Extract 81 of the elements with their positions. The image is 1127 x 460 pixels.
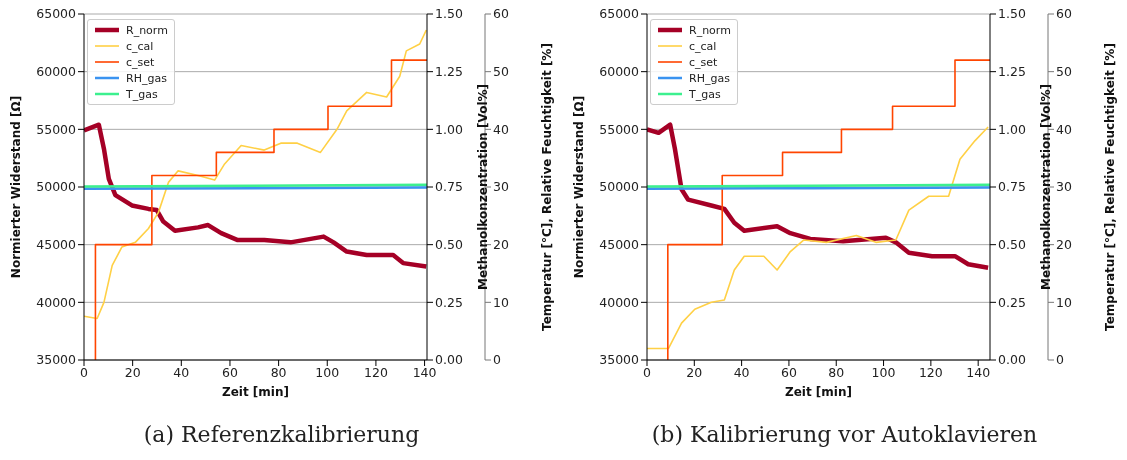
y3-tick-label: 40: [493, 121, 509, 137]
legend-label: R_norm: [689, 23, 731, 37]
y3-tick-label: 0: [493, 352, 501, 368]
y2-tick-label: 1.25: [998, 64, 1026, 80]
y-tick-label: 60000: [599, 64, 640, 80]
line-series: [647, 126, 989, 350]
y-tick-label: 50000: [36, 179, 77, 195]
y-tick-label: 65000: [599, 6, 640, 22]
x-tick-label: 40: [173, 364, 190, 380]
legend-label: c_set: [126, 55, 155, 69]
x-tick-label: 0: [643, 364, 652, 380]
y3-tick-label: 10: [1056, 294, 1072, 310]
legend-label: R_norm: [126, 23, 168, 37]
y3-tick-label: 0: [1056, 352, 1064, 368]
y2-tick-label: 1.00: [435, 121, 463, 137]
y2-tick-label: 1.50: [435, 6, 463, 22]
y-tick-label: 40000: [599, 294, 640, 310]
y-axis-title: Normierter Widerstand [Ω]: [9, 95, 24, 279]
x-tick-label: 80: [828, 364, 845, 380]
x-tick-label: 0: [80, 364, 89, 380]
legend-label: c_cal: [126, 39, 154, 53]
x-tick-label: 100: [871, 364, 896, 380]
text: (a) Referenzkalibrierung: [142, 422, 421, 447]
y2-tick-label: 0.75: [998, 179, 1026, 195]
y-tick-label: 50000: [599, 179, 640, 195]
y3-tick-label: 20: [493, 237, 509, 253]
y2-tick-label: 0.25: [998, 294, 1026, 310]
y3-tick-label: 60: [1056, 6, 1072, 22]
y3-tick-label: 20: [1056, 237, 1072, 253]
x-tick-label: 20: [686, 364, 703, 380]
x-tick-label: 140: [966, 364, 991, 380]
y-axis-title: Normierter Widerstand [Ω]: [572, 95, 587, 279]
y-tick-label: 55000: [36, 121, 77, 137]
y-tick-label: 60000: [36, 64, 77, 80]
y-tick-label: 35000: [36, 352, 77, 368]
y3-axis-title: Temperatur [°C], Relative Feuchtigkeit [%]: [1103, 43, 1118, 331]
y-tick-label: 55000: [599, 121, 640, 137]
legend-label: T_gas: [126, 87, 158, 101]
x-tick-label: 40: [733, 364, 750, 380]
x-axis-title: Zeit [min]: [222, 385, 289, 399]
y3-tick-label: 30: [493, 179, 509, 195]
y3-tick-label: 10: [493, 294, 509, 310]
y-tick-label: 65000: [36, 6, 77, 22]
y3-tick-label: 30: [1056, 179, 1072, 195]
legend-label: T_gas: [689, 87, 721, 101]
x-tick-label: 100: [315, 364, 340, 380]
line-series: [84, 122, 427, 269]
y2-axis-title: Methanolkonzentration [Vol%]: [476, 83, 491, 291]
y-tick-label: 45000: [36, 237, 77, 253]
y-tick-label: 35000: [599, 352, 640, 368]
x-tick-label: 60: [222, 364, 238, 380]
y3-tick-label: 40: [1056, 121, 1072, 137]
x-tick-label: 20: [124, 364, 141, 380]
y2-tick-label: 0.00: [998, 352, 1026, 368]
y2-axis-title: Methanolkonzentration [Vol%]: [1039, 83, 1054, 291]
y2-tick-label: 0.00: [435, 352, 463, 368]
y2-tick-label: 1.25: [435, 64, 463, 80]
legend-label: c_set: [689, 55, 718, 69]
y2-tick-label: 0.50: [998, 237, 1026, 253]
x-tick-label: 120: [918, 364, 943, 380]
y-tick-label: 45000: [599, 237, 640, 253]
y2-tick-label: 0.25: [435, 294, 463, 310]
y2-tick-label: 0.75: [435, 179, 463, 195]
x-tick-label: 80: [270, 364, 287, 380]
text: (b) Kalibrierung vor Autoklavieren: [650, 422, 1039, 447]
line-series: [647, 122, 990, 270]
x-axis-title: Zeit [min]: [785, 385, 852, 399]
y2-tick-label: 0.50: [435, 237, 463, 253]
y3-tick-label: 50: [1056, 64, 1072, 80]
x-tick-label: 120: [363, 364, 388, 380]
x-tick-label: 140: [412, 364, 437, 380]
legend-label: RH_gas: [689, 71, 730, 85]
y3-axis-title: Temperatur [°C], Relative Feuchtigkeit [%]: [540, 43, 555, 331]
legend-label: RH_gas: [126, 71, 167, 85]
y-tick-label: 40000: [36, 294, 77, 310]
x-tick-label: 60: [780, 364, 797, 380]
y2-tick-label: 1.50: [998, 6, 1026, 22]
legend-label: c_cal: [689, 39, 717, 53]
y2-tick-label: 1.00: [998, 121, 1026, 137]
y3-tick-label: 50: [493, 64, 509, 80]
y3-tick-label: 60: [493, 6, 509, 22]
